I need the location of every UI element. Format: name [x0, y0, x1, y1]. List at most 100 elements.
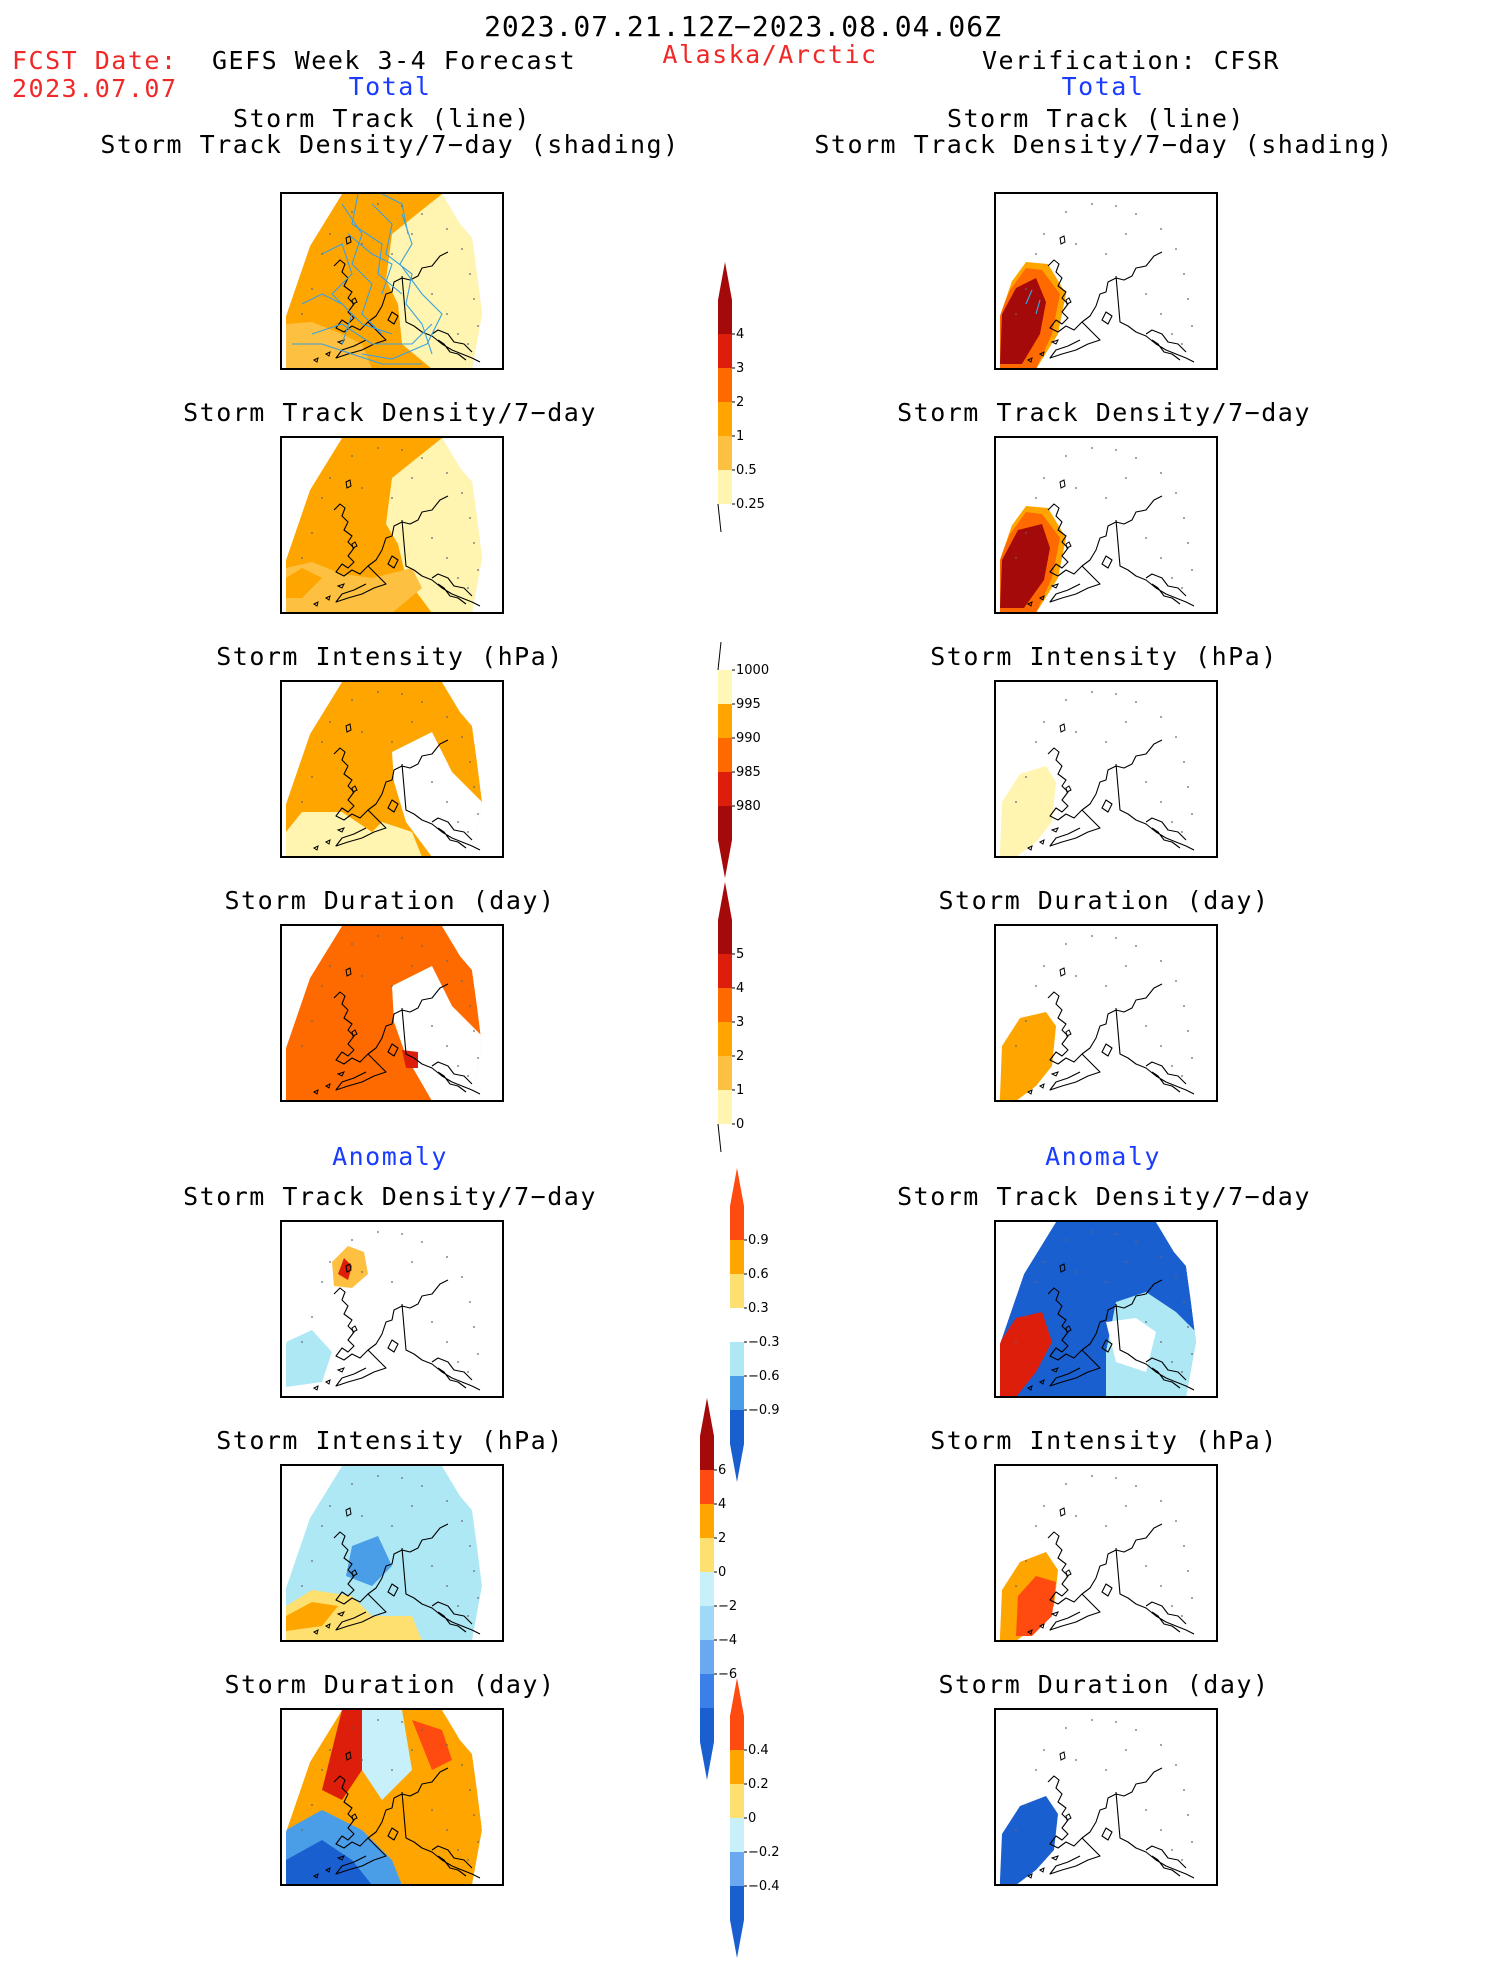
colorbar-segment	[700, 1538, 714, 1572]
period-title: 2023.07.21.12Z−2023.08.04.06Z	[484, 10, 1002, 43]
title-intensity-anom-right: Storm Intensity (hPa)	[930, 1426, 1278, 1455]
colorbar-segment	[730, 1342, 744, 1376]
title-duration-anom-right: Storm Duration (day)	[938, 1670, 1270, 1699]
colorbar-segment	[700, 1504, 714, 1538]
islands	[1027, 1507, 1072, 1635]
colorbar-label: −0.4	[748, 1879, 780, 1894]
colorbar-svg: 5 4 3 2 1 0	[717, 882, 744, 1153]
title-density-anom-left: Storm Track Density/7−day	[183, 1182, 597, 1211]
shading-layer	[286, 682, 482, 856]
title-intensity-anom-left: Storm Intensity (hPa)	[216, 1426, 564, 1455]
colorbar-segment	[718, 772, 732, 806]
title-duration-right: Storm Duration (day)	[938, 886, 1270, 915]
colorbar-segment	[718, 1090, 732, 1124]
colorbar-label: −6	[718, 1667, 737, 1682]
map-duration-verification	[994, 924, 1218, 1102]
colorbar-top-arrow	[730, 1168, 744, 1206]
colorbar-top-arrow	[718, 262, 732, 300]
colorbar-label: 0.5	[736, 463, 757, 478]
graticule-dots	[301, 1231, 479, 1373]
intensity-white	[392, 732, 482, 856]
colorbar-label: −2	[718, 1599, 737, 1614]
map-duration-anom-forecast	[280, 1708, 504, 1886]
colorbar-label: 0	[748, 1811, 756, 1826]
colorbar-segment	[718, 402, 732, 436]
colorbar-label: 0	[736, 1117, 744, 1132]
colorbar-bottom-stub	[717, 503, 722, 533]
colorbar-label: 6	[718, 1463, 726, 1478]
colorbar-segment	[718, 1056, 732, 1090]
colorbar-segment	[700, 1674, 714, 1708]
islands	[1027, 723, 1072, 851]
coastline	[1047, 1523, 1195, 1635]
colorbar-top-arrow	[730, 1678, 744, 1716]
left-anomaly-heading: Anomaly	[332, 1142, 448, 1171]
model-label: GEFS Week 3-4 Forecast	[212, 46, 577, 75]
colorbar-label: 1	[736, 429, 744, 444]
colorbar-label: 2	[718, 1531, 726, 1546]
colorbar-segment	[730, 1750, 744, 1784]
colorbar-label: 0	[718, 1565, 726, 1580]
colorbar-segment	[718, 704, 732, 738]
colorbar-density-anomaly: 0.9 0.6 0.3 −0.3 −0.6 −0.9	[724, 1168, 794, 1486]
colorbar-segment	[700, 1640, 714, 1674]
colorbar-segment	[730, 1716, 744, 1750]
shading-layer	[1000, 1222, 1196, 1396]
map-density-anom-verification	[994, 1220, 1218, 1398]
colorbar-label: −4	[718, 1633, 737, 1648]
colorbar-segment	[700, 1470, 714, 1504]
anom-red-orange	[412, 1720, 452, 1770]
anom-red-orange	[1016, 1576, 1056, 1636]
fcst-date-label: FCST Date:	[12, 46, 178, 75]
colorbar-bottom-arrow	[700, 1742, 714, 1780]
colorbar-segment	[718, 368, 732, 402]
map-svg	[286, 682, 482, 856]
colorbar-duration-total: 5 4 3 2 1 0	[712, 882, 782, 1158]
shading-layer	[286, 1466, 482, 1640]
shading-layer	[286, 1710, 482, 1884]
colorbar-label: 1000	[736, 663, 769, 678]
colorbar-label: 995	[736, 697, 761, 712]
map-svg	[286, 438, 482, 612]
colorbar-segment	[700, 1572, 714, 1606]
colorbar-top-stub	[717, 641, 722, 671]
map-track-forecast	[280, 192, 504, 370]
islands	[1027, 479, 1072, 607]
islands	[313, 1263, 358, 1391]
title-track-line-left: Storm Track (line)	[233, 104, 531, 133]
graticule-dots	[1015, 1475, 1193, 1617]
map-svg	[286, 1231, 481, 1391]
colorbar-label: 985	[736, 765, 761, 780]
colorbar-top-arrow	[700, 1398, 714, 1436]
islands	[1027, 967, 1072, 1095]
density-light	[286, 322, 372, 368]
map-duration-anom-verification	[994, 1708, 1218, 1886]
coastline	[333, 495, 481, 607]
shading-layer	[286, 926, 482, 1100]
title-density-right: Storm Track Density/7−day	[897, 398, 1311, 427]
coastline	[1047, 1279, 1195, 1391]
islands	[1027, 1751, 1072, 1879]
anom-dark-blue	[1000, 1796, 1058, 1884]
colorbar-label: 0.9	[748, 1233, 769, 1248]
islands	[313, 479, 358, 607]
density-light	[286, 562, 422, 612]
colorbar-segment	[730, 1206, 744, 1240]
density-orange-2	[286, 568, 322, 598]
colorbar-segment	[718, 334, 732, 368]
right-total-heading: Total	[1061, 72, 1145, 101]
shading-layer	[1000, 1796, 1058, 1884]
map-svg	[286, 1710, 482, 1884]
anom-light-blue	[362, 1710, 412, 1800]
colorbar-label: 5	[736, 947, 744, 962]
colorbar-segment	[718, 988, 732, 1022]
left-total-heading: Total	[348, 72, 432, 101]
colorbar-density-total: 4 3 2 1 0.5 0.25	[712, 262, 782, 538]
colorbar-label: 990	[736, 731, 761, 746]
shading-layer	[1000, 766, 1056, 856]
graticule-dots	[1015, 935, 1193, 1077]
map-svg	[1000, 1719, 1195, 1884]
graticule-dots	[301, 203, 479, 345]
title-duration-anom-left: Storm Duration (day)	[224, 1670, 556, 1699]
islands	[1027, 235, 1072, 363]
